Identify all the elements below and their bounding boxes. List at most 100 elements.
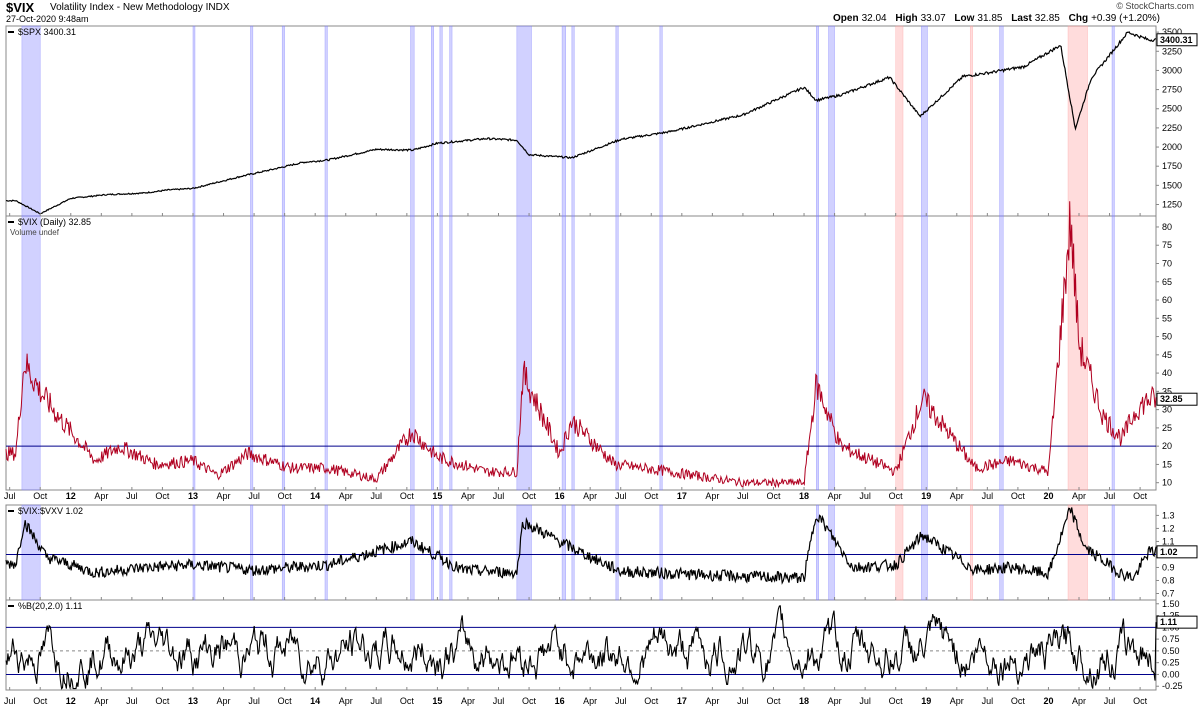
y-tick-label: 0.75	[1162, 634, 1180, 644]
x-tick-label: Oct	[1011, 696, 1026, 706]
vix-series-line	[5, 201, 1157, 489]
last-value-label: 32.85	[1160, 394, 1183, 404]
shaded-period	[449, 215, 453, 491]
x-tick-label: Oct	[155, 491, 170, 501]
x-tick-label: Jul	[4, 696, 16, 706]
shaded-period	[281, 215, 285, 491]
shaded-period	[1111, 25, 1115, 217]
y-tick-label: 0.25	[1162, 658, 1180, 668]
shaded-period	[410, 25, 415, 217]
shaded-period	[439, 504, 443, 601]
shaded-period	[895, 504, 904, 601]
chg-value: +0.39 (+1.20%)	[1091, 13, 1160, 24]
x-tick-label: Apr	[950, 491, 964, 501]
x-tick-label: Jul	[859, 696, 871, 706]
shaded-period	[281, 25, 285, 217]
x-tick-label: Apr	[950, 696, 964, 706]
shaded-period	[659, 25, 663, 217]
y-tick-label: 2000	[1162, 142, 1182, 152]
panel-frame-2	[5, 215, 1157, 491]
x-tick-label: Oct	[522, 491, 537, 501]
x-tick-label: Oct	[400, 491, 415, 501]
shaded-period	[324, 215, 328, 491]
x-tick-label: Oct	[400, 696, 415, 706]
shaded-period	[431, 504, 434, 601]
shaded-period	[21, 215, 41, 491]
x-tick-label: Oct	[33, 696, 48, 706]
x-tick-label: 19	[921, 696, 931, 706]
x-tick-label: Apr	[217, 696, 231, 706]
shaded-period	[999, 215, 1004, 491]
x-tick-label: Apr	[339, 491, 353, 501]
last-value: 32.85	[1034, 13, 1060, 24]
y-tick-label: 3250	[1162, 46, 1182, 56]
last-value-box	[1156, 545, 1198, 559]
last-label: Last	[1011, 13, 1032, 24]
shaded-period	[571, 215, 575, 491]
x-tick-label: Apr	[828, 696, 842, 706]
shaded-period	[281, 504, 285, 601]
x-tick-label: Jul	[248, 696, 260, 706]
x-tick-label: Apr	[583, 491, 597, 501]
x-tick-label: 17	[677, 696, 687, 706]
timestamp: 27-Oct-2020 9:48am	[6, 14, 89, 24]
shaded-period	[816, 25, 819, 217]
x-tick-label: Apr	[339, 696, 353, 706]
y-tick-label: 0.9	[1162, 562, 1175, 572]
y-tick-label: 0.8	[1162, 575, 1175, 585]
panel-frame-4	[5, 599, 1157, 691]
x-tick-label: Oct	[644, 491, 659, 501]
open-label: Open	[833, 13, 859, 24]
shaded-period	[969, 215, 973, 491]
shaded-period	[816, 504, 819, 601]
last-value-box	[1156, 615, 1198, 629]
shaded-period	[659, 504, 663, 601]
shaded-period	[561, 25, 566, 217]
ratio-series-line	[5, 507, 1157, 585]
x-tick-label: 14	[310, 696, 320, 706]
x-tick-label: Oct	[1133, 491, 1148, 501]
x-tick-label: 20	[1043, 491, 1053, 501]
y-tick-label: 50	[1162, 332, 1172, 342]
y-tick-label: -0.25	[1162, 681, 1183, 691]
x-tick-label: 16	[555, 491, 565, 501]
shaded-period	[999, 504, 1004, 601]
shaded-period	[659, 215, 663, 491]
x-tick-label: Oct	[278, 491, 293, 501]
y-tick-label: 2750	[1162, 85, 1182, 95]
x-tick-label: 18	[799, 696, 809, 706]
shaded-period	[431, 25, 434, 217]
y-tick-label: 55	[1162, 313, 1172, 323]
x-tick-label: 20	[1043, 696, 1053, 706]
x-tick-label: Jul	[1104, 696, 1116, 706]
shaded-period	[895, 215, 904, 491]
y-tick-label: 20	[1162, 441, 1172, 451]
x-tick-label: Oct	[522, 696, 537, 706]
shaded-period	[921, 504, 928, 601]
symbol-title: $VIX	[6, 0, 35, 15]
panel-legend: $VIX:$VXV 1.02	[18, 506, 83, 516]
x-tick-label: Apr	[828, 491, 842, 501]
shaded-period	[449, 25, 453, 217]
shaded-period	[192, 504, 196, 601]
shaded-period	[449, 504, 453, 601]
x-tick-label: 13	[188, 696, 198, 706]
x-tick-label: 13	[188, 491, 198, 501]
shaded-period	[1067, 504, 1088, 601]
x-tick-label: Apr	[94, 491, 108, 501]
shaded-period	[615, 215, 619, 491]
y-tick-label: 35	[1162, 386, 1172, 396]
x-tick-label: Apr	[461, 491, 475, 501]
x-tick-label: Apr	[461, 696, 475, 706]
x-tick-label: Jul	[737, 491, 749, 501]
shaded-period	[516, 215, 532, 491]
x-tick-label: Jul	[982, 491, 994, 501]
shaded-period	[250, 25, 254, 217]
y-tick-label: 2500	[1162, 104, 1182, 114]
x-tick-label: Apr	[1072, 696, 1086, 706]
y-tick-label: 10	[1162, 478, 1172, 488]
shaded-period	[561, 504, 566, 601]
y-tick-label: 80	[1162, 222, 1172, 232]
shaded-period	[921, 215, 928, 491]
shaded-period	[561, 215, 566, 491]
